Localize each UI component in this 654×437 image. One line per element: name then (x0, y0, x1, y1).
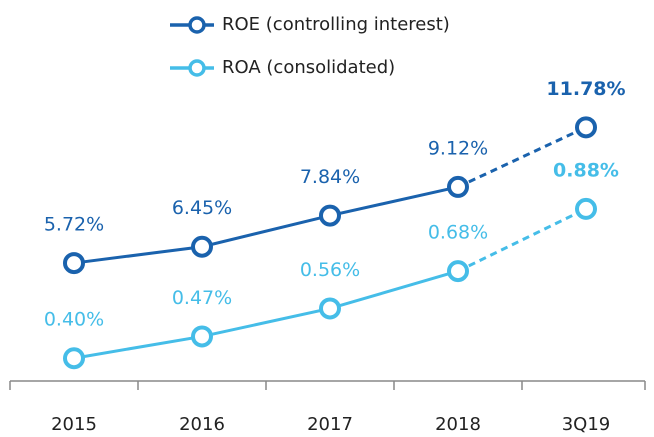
value-label: 0.88% (553, 159, 619, 181)
x-tick-label: 2015 (51, 414, 97, 435)
value-label: 6.45% (172, 197, 232, 219)
value-label: 5.72% (44, 214, 104, 236)
series-line (73, 269, 459, 360)
x-tick-label: 2017 (307, 414, 353, 435)
value-label: 0.56% (300, 259, 360, 281)
point (447, 175, 469, 198)
point (63, 252, 85, 275)
legend-marker (188, 59, 206, 77)
legend-label: ROA (consolidated) (222, 57, 395, 78)
point (191, 235, 213, 258)
point (63, 347, 85, 370)
series-line (73, 185, 459, 265)
value-label: 0.40% (44, 309, 104, 331)
value-label: 7.84% (300, 166, 360, 188)
value-label: 11.78% (546, 78, 625, 100)
x-tick-label: 2016 (179, 414, 225, 435)
value-label: 9.12% (428, 137, 488, 159)
legend-label: ROE (controlling interest) (222, 14, 450, 35)
value-label: 0.47% (172, 287, 232, 309)
point (575, 116, 597, 139)
value-label: 0.68% (428, 222, 488, 244)
x-tick-label: 2018 (435, 414, 481, 435)
point (575, 197, 597, 220)
point (447, 260, 469, 283)
point (319, 204, 341, 227)
point (191, 325, 213, 348)
x-tick-label: 3Q19 (562, 414, 611, 435)
point (319, 297, 341, 320)
legend-marker (188, 16, 206, 34)
